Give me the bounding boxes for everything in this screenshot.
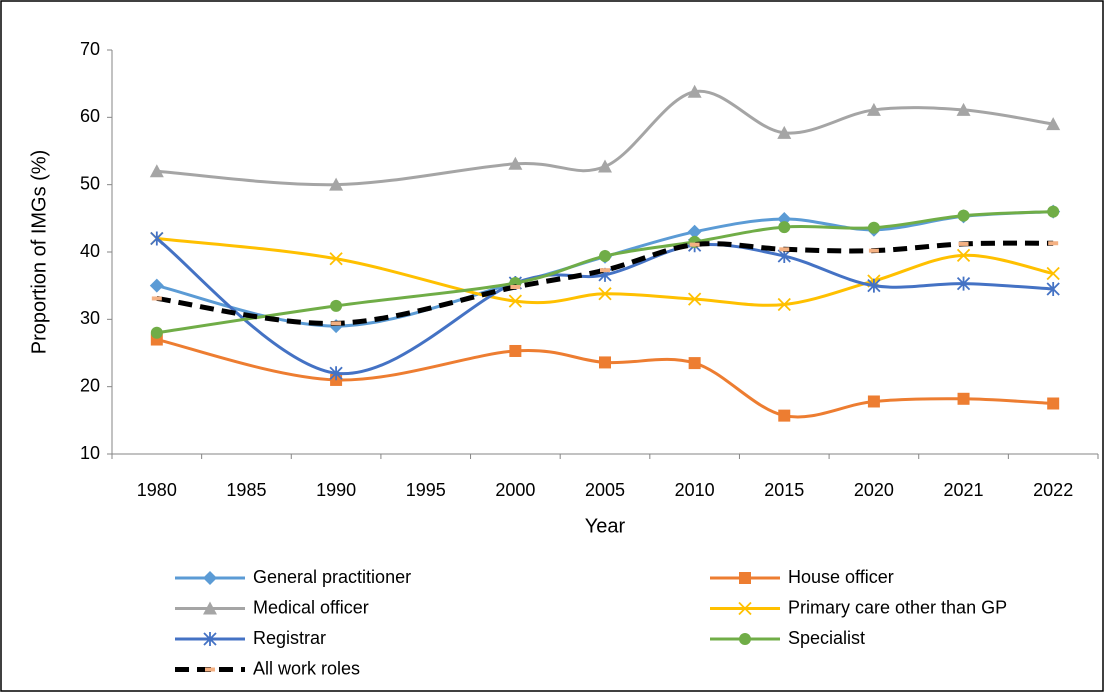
x-tick-label: 2000: [495, 480, 535, 500]
marker: [508, 156, 523, 170]
marker: [739, 572, 751, 584]
marker: [599, 356, 611, 369]
x-tick-label: 2022: [1033, 480, 1073, 500]
marker: [956, 102, 971, 116]
marker: [1046, 282, 1060, 297]
x-tick-label: 1980: [137, 480, 177, 500]
marker: [867, 221, 880, 234]
x-axis-title: Year: [585, 515, 626, 537]
legend-label: All work roles: [253, 658, 360, 678]
x-tick-label: 2020: [854, 480, 894, 500]
marker: [1046, 117, 1061, 131]
x-tick-label: 1995: [406, 480, 446, 500]
series-line: [156, 89, 1054, 187]
marker: [687, 84, 702, 98]
marker: [687, 224, 702, 239]
marker: [203, 632, 217, 646]
marker: [687, 292, 702, 306]
x-tick-label: 1990: [316, 480, 356, 500]
marker: [598, 287, 612, 301]
marker: [778, 409, 791, 422]
y-tick-label: 50: [80, 173, 100, 193]
legend-label: Specialist: [788, 628, 865, 648]
marker: [1046, 266, 1060, 281]
marker: [739, 633, 751, 645]
marker: [203, 601, 217, 615]
marker: [778, 221, 791, 234]
y-tick-label: 20: [80, 375, 100, 395]
marker: [329, 252, 343, 266]
marker: [330, 299, 343, 312]
marker: [598, 159, 612, 173]
x-tick-label: 2015: [764, 480, 804, 500]
y-tick-label: 30: [80, 308, 100, 328]
series-line: [156, 338, 1054, 419]
marker: [777, 125, 792, 139]
marker: [509, 344, 522, 357]
legend-label: Primary care other than GP: [788, 597, 1007, 617]
x-tick-label: 2005: [585, 480, 625, 500]
x-tick-label: 2021: [944, 480, 984, 500]
marker: [508, 294, 523, 308]
x-tick-label: 1985: [226, 480, 266, 500]
marker: [866, 102, 881, 116]
y-tick-label: 40: [80, 241, 100, 261]
x-tick-label: 2010: [675, 480, 715, 500]
legend-label: Medical officer: [253, 597, 369, 617]
legend-label: Registrar: [253, 628, 326, 648]
y-tick-label: 60: [80, 106, 100, 126]
marker: [149, 278, 164, 293]
marker: [1047, 397, 1060, 410]
series-line: [156, 237, 1054, 307]
marker: [957, 209, 970, 222]
marker: [777, 297, 791, 312]
marker: [688, 357, 701, 370]
marker: [867, 278, 881, 293]
marker: [956, 276, 971, 291]
marker: [203, 571, 217, 585]
y-tick-label: 10: [80, 443, 100, 463]
marker: [150, 231, 164, 246]
y-tick-label: 70: [80, 39, 100, 59]
marker: [738, 601, 752, 616]
y-axis-title: Proportion of IMGs (%): [28, 150, 50, 355]
legend-label: House officer: [788, 567, 894, 587]
legend-label: General practitioner: [253, 567, 411, 587]
marker: [149, 164, 164, 178]
marker: [1047, 205, 1060, 218]
marker: [957, 392, 970, 405]
marker: [329, 366, 343, 381]
marker: [599, 250, 611, 263]
marker: [867, 395, 880, 408]
marker: [956, 248, 971, 263]
marker: [150, 326, 163, 339]
marker: [329, 177, 344, 191]
